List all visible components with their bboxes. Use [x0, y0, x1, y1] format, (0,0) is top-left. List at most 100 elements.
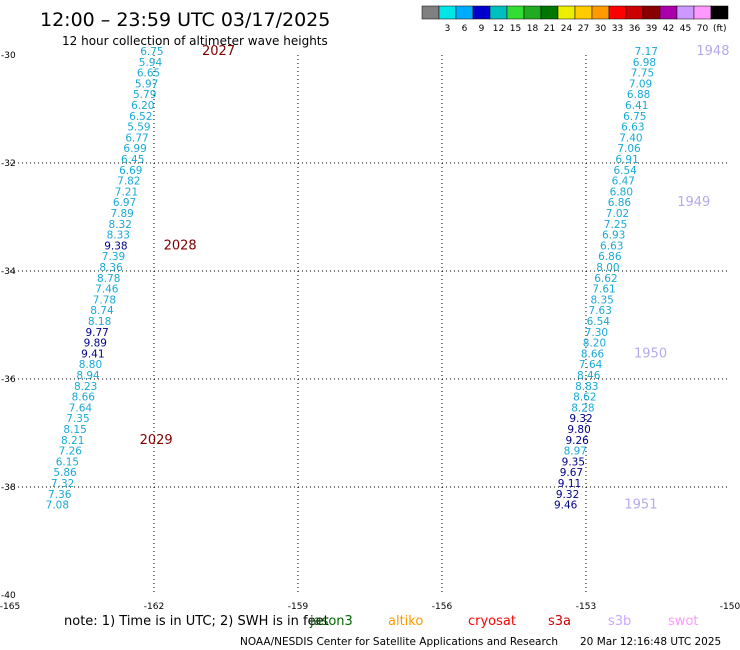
- footer-timestamp: 20 Mar 12:16:48 UTC 2025: [580, 636, 721, 648]
- colorbar-label: 24: [561, 24, 573, 34]
- wave-height-point: 6.75: [140, 46, 163, 58]
- wave-height-point: 7.64: [579, 359, 603, 371]
- wave-height-point: 9.41: [81, 348, 104, 360]
- wave-height-point: 8.20: [583, 338, 606, 350]
- pass-time-label: 1950: [634, 346, 667, 361]
- wave-height-point: 7.64: [69, 402, 93, 414]
- wave-height-point: 7.40: [619, 132, 642, 144]
- wave-height-point: 6.15: [56, 456, 79, 468]
- wave-height-point: 9.38: [104, 240, 127, 252]
- colorbar-swatch: [421, 5, 440, 20]
- colorbar-label: 9: [479, 24, 485, 34]
- wave-height-point: 8.35: [590, 294, 613, 306]
- wave-height-point: 7.17: [635, 46, 658, 58]
- wave-height-point: 8.33: [107, 230, 130, 242]
- colorbar-label: 12: [493, 24, 504, 34]
- colorbar: 3 6 9 12 15 18 21 24 27 30 33 36 39 42 45 70 (ft): [421, 5, 729, 34]
- wave-height-point: 6.86: [598, 251, 622, 263]
- satellite-legend: jason3 altiko cryosat s3a s3b swot: [309, 614, 698, 629]
- x-tick-label: -153: [576, 602, 596, 612]
- wave-height-point: 7.39: [102, 251, 125, 263]
- colorbar-swatch: [489, 5, 508, 20]
- colorbar-swatch: [523, 5, 542, 20]
- colorbar-label: 70: [697, 24, 709, 34]
- colorbar-label: 18: [527, 24, 539, 34]
- satellite-jason3: jason3: [309, 614, 353, 629]
- wave-height-point: 6.47: [612, 176, 635, 188]
- wave-height-point: 5.94: [139, 57, 163, 69]
- wave-height-point: 7.46: [95, 284, 119, 296]
- colorbar-label: 45: [680, 24, 691, 34]
- wave-height-point: 9.77: [85, 327, 108, 339]
- wave-height-point: 9.35: [562, 456, 585, 468]
- wave-height-point: 6.77: [125, 132, 148, 144]
- wave-height-point: 7.36: [48, 489, 72, 501]
- wave-height-point: 7.30: [585, 327, 608, 339]
- colorbar-swatch: [676, 5, 695, 20]
- colorbar-swatch: [710, 5, 729, 20]
- wave-height-point: 8.21: [61, 435, 84, 447]
- wave-height-point: 7.89: [110, 208, 133, 220]
- wave-height-point: 7.78: [93, 294, 116, 306]
- colorbar-swatch: [506, 5, 525, 20]
- colorbar-label: 36: [629, 24, 641, 34]
- wave-height-point: 6.99: [123, 143, 146, 155]
- satellite-altiko: altiko: [388, 614, 423, 629]
- wave-height-point: 7.75: [631, 68, 654, 80]
- satellite-s3a: s3a: [548, 614, 571, 629]
- wave-height-point: 6.54: [613, 165, 637, 177]
- satellite-swot: swot: [668, 614, 698, 629]
- data-points: 6.755.946.655.975.796.206.525.596.776.99…: [46, 46, 658, 512]
- wave-height-point: 8.18: [88, 316, 111, 328]
- wave-height-point: 8.28: [571, 402, 594, 414]
- wave-height-point: 8.62: [573, 392, 596, 404]
- note-text: note: 1) Time is in UTC; 2) SWH is in fe…: [64, 614, 329, 629]
- pass-time-label: 1951: [624, 498, 657, 513]
- colorbar-swatch: [557, 5, 576, 20]
- wave-height-point: 9.11: [558, 478, 581, 490]
- colorbar-swatch: [540, 5, 559, 20]
- y-tick-label: -40: [1, 591, 16, 601]
- satellite-cryosat: cryosat: [468, 614, 516, 629]
- wave-height-point: 7.21: [115, 186, 138, 198]
- pass-time-label: 1949: [677, 195, 710, 210]
- axes: -165 -162 -159 -156 -153 -150 -30 -32 -34 -36 -38 -…: [0, 51, 740, 612]
- y-tick-label: -36: [1, 375, 16, 385]
- wave-height-point: 9.46: [554, 500, 578, 512]
- wave-height-point: 8.46: [577, 370, 601, 382]
- x-tick-label: -159: [288, 602, 309, 612]
- wave-height-point: 6.65: [137, 68, 160, 80]
- colorbar-swatch: [608, 5, 627, 20]
- wave-height-point: 8.66: [581, 348, 605, 360]
- colorbar-swatch: [659, 5, 678, 20]
- y-tick-label: -32: [1, 159, 16, 169]
- colorbar-unit: (ft): [713, 24, 727, 34]
- pass-time-label: 2027: [202, 44, 235, 59]
- colorbar-swatch: [438, 5, 457, 20]
- colorbar-swatch: [591, 5, 610, 20]
- wave-height-point: 6.54: [587, 316, 611, 328]
- colorbar-swatch: [693, 5, 712, 20]
- wave-height-point: 8.36: [99, 262, 123, 274]
- colorbar-swatch: [472, 5, 491, 20]
- wave-height-point: 5.79: [133, 89, 156, 101]
- wave-height-point: 8.78: [97, 273, 120, 285]
- wave-height-point: 9.67: [560, 467, 583, 479]
- colorbar-label: 42: [663, 24, 674, 34]
- wave-height-point: 6.52: [129, 111, 152, 123]
- wave-height-point: 8.80: [79, 359, 102, 371]
- chart-subtitle: 12 hour collection of altimeter wave hei…: [62, 34, 328, 48]
- wave-height-point: 6.86: [608, 197, 632, 209]
- y-tick-label: -38: [1, 483, 16, 493]
- wave-height-point: 6.69: [119, 165, 142, 177]
- wave-height-point: 8.32: [109, 219, 132, 231]
- colorbar-label: 3: [445, 24, 451, 34]
- wave-height-point: 9.32: [569, 413, 592, 425]
- colorbar-label: 39: [646, 24, 658, 34]
- wave-height-point: 9.89: [84, 338, 107, 350]
- track-labels: 2027 2028 2029 1948 1949 1950 1951: [140, 44, 730, 513]
- y-tick-label: -30: [1, 51, 16, 61]
- wave-height-point: 5.97: [135, 78, 158, 90]
- x-tick-label: -156: [432, 602, 453, 612]
